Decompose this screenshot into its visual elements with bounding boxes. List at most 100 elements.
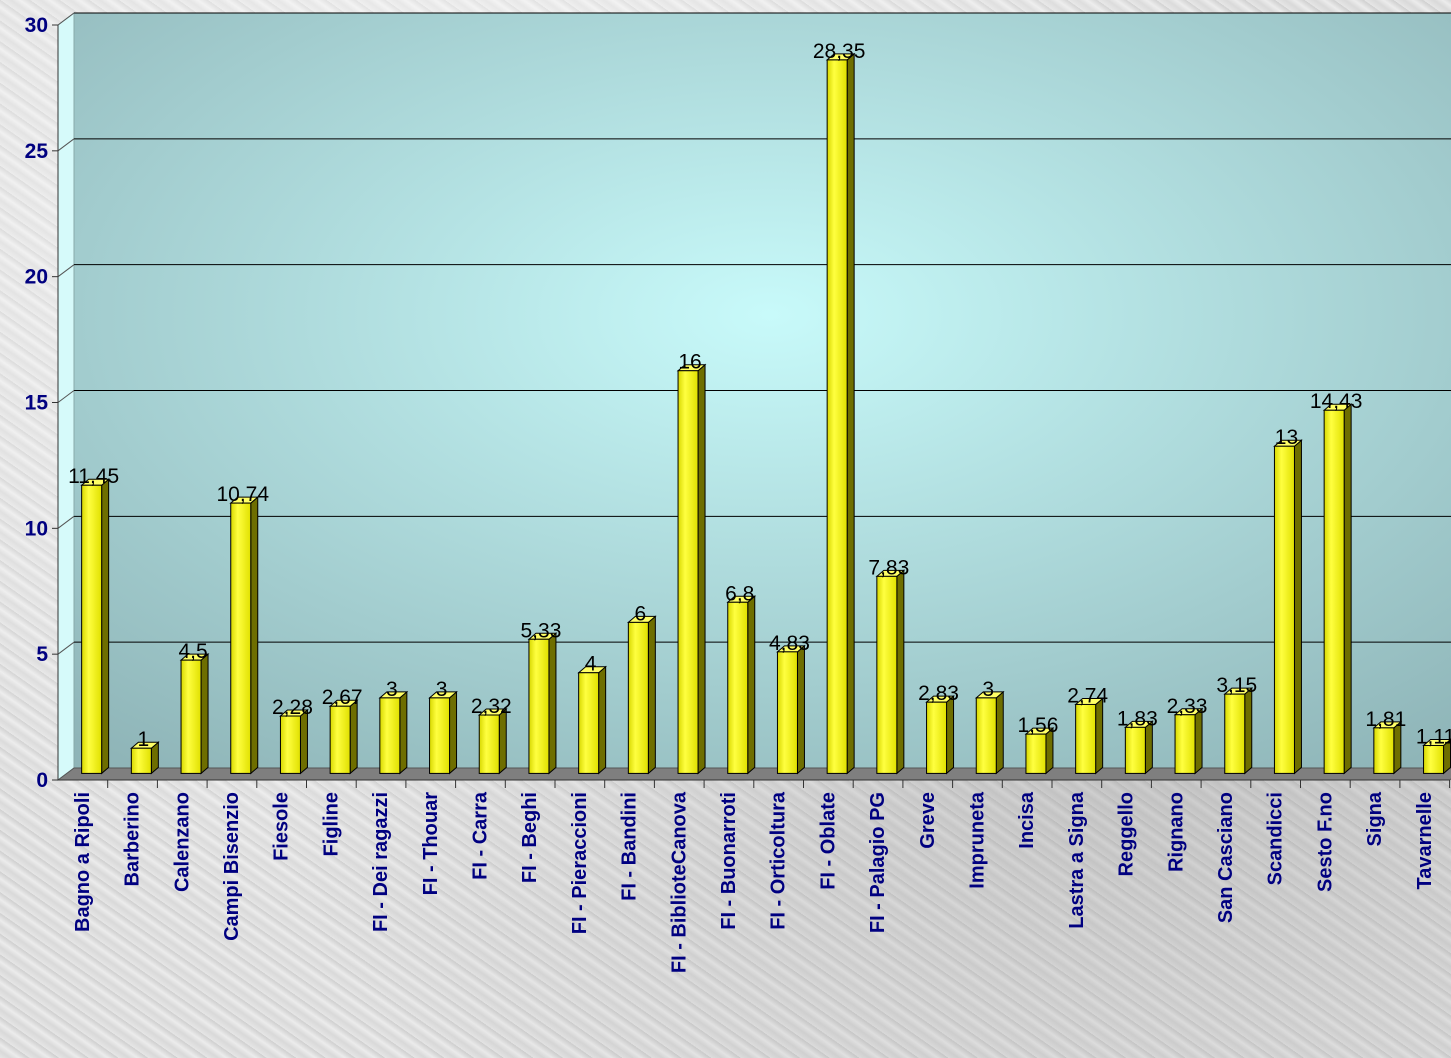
bar [378, 690, 409, 775]
bar [1223, 687, 1254, 775]
data-label: 3 [982, 678, 994, 701]
bar [626, 615, 657, 775]
x-tick-label: FI - Bandini [619, 792, 641, 901]
bar [129, 741, 160, 775]
data-label: 10,74 [216, 483, 269, 506]
bar-front [975, 697, 997, 774]
gridline-side [57, 515, 75, 529]
data-label: 4 [585, 653, 597, 676]
bar-front [81, 484, 103, 774]
y-tick-label: 25 [25, 140, 49, 163]
bar-front [1373, 727, 1395, 774]
x-tick-label: Reggello [1116, 792, 1138, 876]
x-tick-label: Incisa [1016, 791, 1038, 849]
bar [428, 690, 458, 775]
x-tick-label: Calenzano [171, 792, 193, 892]
bar-front [1025, 733, 1047, 774]
bar [1074, 697, 1105, 775]
bar-side [250, 496, 259, 775]
gridline-side [57, 264, 75, 278]
x-tick-label: Scandicci [1265, 792, 1287, 885]
bar-front [578, 672, 600, 774]
bar [1273, 439, 1303, 775]
bar-front [130, 747, 152, 774]
data-label: 16 [678, 351, 701, 374]
y-tick-label: 30 [25, 14, 48, 37]
y-tick-label: 5 [36, 643, 48, 666]
gridline-side [57, 390, 75, 403]
bar-side [299, 708, 308, 775]
x-tick-label: Tavarnelle [1414, 792, 1436, 889]
x-tick-label: FI - Pieraccioni [569, 792, 591, 934]
bar [577, 665, 608, 775]
bar-side [548, 632, 557, 775]
bar [776, 644, 806, 775]
data-label: 28,35 [813, 40, 866, 63]
bar [328, 699, 359, 775]
x-axis: Bagno a Ripoli Barberino Calenzano Campi Bi… [58, 779, 1451, 973]
bar-side [995, 690, 1004, 775]
data-label: 2,74 [1067, 684, 1108, 707]
bar [925, 695, 955, 775]
bar-side [1095, 697, 1104, 775]
bar-front [279, 715, 301, 774]
x-tick-label: FI - Orticoltura [768, 791, 790, 930]
y-tick-label: 0 [36, 769, 48, 792]
bar [1123, 720, 1154, 775]
data-label: 1,81 [1365, 708, 1406, 731]
data-label: 2,83 [918, 682, 959, 705]
bars [80, 52, 1451, 775]
data-label: 2,32 [471, 695, 512, 718]
x-tick-label: FI - BiblioteCanova [668, 791, 690, 973]
bar-side [200, 653, 209, 775]
bar [726, 595, 757, 775]
data-label: 2,28 [272, 696, 313, 719]
x-tick-label: Greve [917, 792, 939, 849]
bar [676, 363, 707, 775]
bar-front [478, 714, 500, 774]
bar [80, 478, 111, 775]
x-tick-label: FI - Buonarroti [718, 792, 740, 930]
x-tick-label: Figline [320, 792, 342, 856]
bar-side [349, 699, 358, 775]
y-tick-label: 20 [25, 266, 48, 289]
x-tick-label: San Casciano [1215, 792, 1237, 923]
bar-side [399, 690, 408, 775]
x-tick-label: Bagno a Ripoli [72, 792, 94, 932]
y-axis: 0 5 10 15 20 25 30 [25, 14, 59, 792]
x-tick-label: Rignano [1165, 792, 1187, 872]
bar-front [1273, 445, 1295, 774]
bar-front [627, 621, 649, 774]
bar [229, 496, 260, 775]
bar-front [329, 705, 351, 774]
bar [1024, 727, 1055, 775]
bar-front [727, 601, 749, 774]
bar-front [230, 502, 252, 774]
bar-side [1244, 687, 1253, 775]
y-tick-label: 10 [25, 517, 48, 540]
data-label: 6,8 [725, 582, 754, 605]
x-tick-label: Lastra a Signa [1066, 791, 1088, 929]
data-label: 13 [1275, 426, 1298, 449]
x-tick-label: Impruneta [966, 791, 988, 889]
data-label: 6 [635, 602, 647, 625]
bar-side [1194, 707, 1203, 775]
data-label: 1,56 [1018, 714, 1059, 737]
x-tick-label: Sesto F.no [1314, 792, 1336, 892]
data-label: 1 [138, 728, 150, 751]
x-tick-label: FI - Palagio PG [867, 792, 889, 933]
gridline-side [57, 138, 75, 152]
data-label: 1,83 [1117, 707, 1158, 730]
bar-side [747, 595, 756, 775]
bar [477, 707, 508, 775]
bar-side [647, 615, 656, 775]
bar-front [1423, 744, 1445, 774]
x-tick-label: FI - Thouar [420, 792, 442, 896]
bar-front [1224, 693, 1246, 774]
bar-front [776, 651, 798, 774]
data-label: 3 [386, 678, 398, 701]
data-label: 2,33 [1167, 695, 1208, 718]
bar-front [1075, 703, 1097, 774]
bar [1173, 707, 1204, 775]
